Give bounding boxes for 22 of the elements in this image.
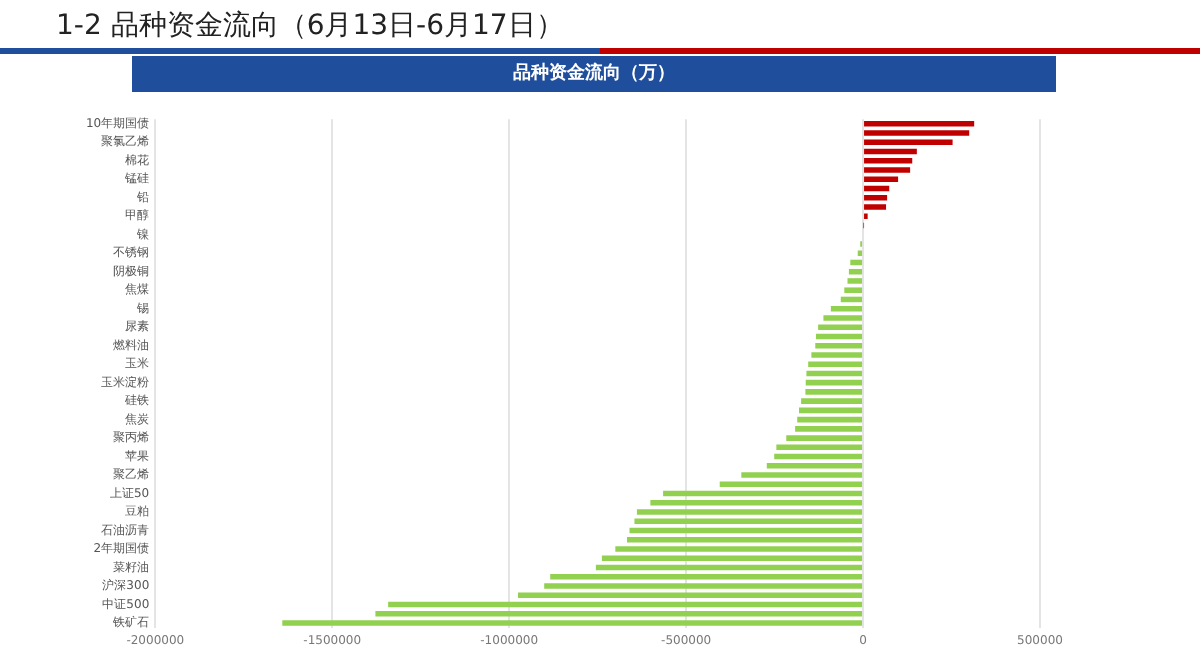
bar (388, 601, 863, 608)
bar (601, 555, 863, 562)
bar (595, 564, 863, 571)
bar (719, 481, 863, 488)
bar (776, 444, 863, 451)
bar (799, 407, 863, 414)
bar (830, 305, 863, 312)
chart-title: 1-2 品种资金流向（6月13日-6月17日） (56, 8, 564, 44)
bar (815, 333, 863, 340)
bar (805, 379, 863, 386)
bar (864, 176, 899, 183)
bar (663, 490, 863, 497)
bar (864, 139, 953, 146)
bar (629, 527, 863, 534)
bar (864, 148, 917, 155)
bar (806, 370, 863, 377)
bar (850, 259, 863, 266)
bar (774, 453, 863, 460)
bar (634, 518, 863, 525)
bar (815, 342, 863, 349)
bar (797, 416, 863, 423)
chart-subtitle: 品种资金流向（万） (132, 56, 1056, 92)
